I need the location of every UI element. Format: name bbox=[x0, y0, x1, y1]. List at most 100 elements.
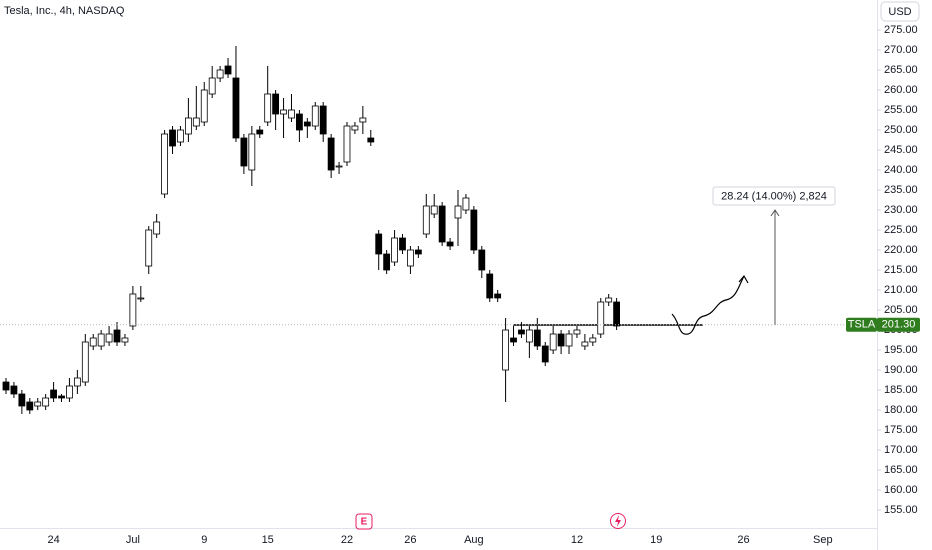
candle-body bbox=[105, 333, 113, 343]
y-tick-label: 275.00 bbox=[884, 24, 918, 36]
candle-body bbox=[200, 89, 208, 123]
earnings-icon[interactable] bbox=[355, 513, 373, 530]
x-tick-label: 12 bbox=[571, 534, 583, 546]
x-tick-label: 19 bbox=[650, 534, 662, 546]
candle-body bbox=[446, 241, 454, 247]
y-tick-label: 175.00 bbox=[884, 424, 918, 436]
candle-body bbox=[26, 401, 34, 411]
candle-body bbox=[327, 137, 335, 171]
y-tick-label: 265.00 bbox=[884, 64, 918, 76]
candle-body bbox=[399, 237, 406, 251]
candle-body bbox=[137, 297, 145, 300]
y-tick-label: 185.00 bbox=[884, 384, 918, 396]
candle-body bbox=[573, 329, 581, 335]
candle-body bbox=[256, 129, 264, 135]
candle-body bbox=[169, 129, 176, 147]
candle-body bbox=[383, 253, 391, 271]
candle-body bbox=[240, 137, 248, 167]
candle-body bbox=[18, 393, 26, 407]
x-tick-label: 24 bbox=[47, 534, 59, 546]
candle-body bbox=[73, 377, 81, 387]
path-arrowhead bbox=[738, 274, 749, 284]
candle-body bbox=[525, 329, 533, 343]
currency-label[interactable]: USD bbox=[888, 6, 911, 18]
candle-body bbox=[184, 117, 192, 135]
candle-body bbox=[89, 337, 97, 347]
candle-body bbox=[248, 133, 256, 171]
candle-body bbox=[2, 381, 10, 391]
y-tick-label: 195.00 bbox=[884, 344, 918, 356]
y-tick-label: 255.00 bbox=[884, 104, 918, 116]
y-tick-label: 180.00 bbox=[884, 404, 918, 416]
y-tick-label: 205.00 bbox=[884, 304, 918, 316]
candle-body bbox=[430, 205, 438, 215]
y-tick-label: 240.00 bbox=[884, 164, 918, 176]
candle-body bbox=[422, 205, 430, 235]
currency-button[interactable] bbox=[880, 1, 920, 22]
candle-body bbox=[129, 293, 137, 327]
x-tick-label: 9 bbox=[201, 534, 207, 546]
candle-body bbox=[502, 329, 509, 371]
x-tick-label: 15 bbox=[262, 534, 274, 546]
candle-body bbox=[533, 329, 541, 347]
x-tick-label: Jul bbox=[126, 534, 140, 546]
candle-body bbox=[58, 395, 65, 399]
candle-body bbox=[462, 197, 470, 211]
candle-body bbox=[335, 165, 343, 168]
candle-body bbox=[605, 297, 613, 303]
candle-body bbox=[216, 69, 224, 79]
candle-body bbox=[343, 125, 351, 163]
candle-body bbox=[486, 273, 494, 299]
candle-body bbox=[153, 221, 161, 235]
y-tick-label: 215.00 bbox=[884, 264, 918, 276]
x-tick-label: 22 bbox=[341, 534, 353, 546]
candle-body bbox=[565, 333, 573, 347]
x-tick-label: 26 bbox=[737, 534, 749, 546]
y-tick-label: 155.00 bbox=[884, 504, 918, 516]
earnings-label[interactable]: E bbox=[361, 517, 368, 528]
candle-body bbox=[42, 397, 50, 407]
x-tick-label: Sep bbox=[813, 534, 833, 546]
y-tick-label: 170.00 bbox=[884, 444, 918, 456]
y-tick-label: 235.00 bbox=[884, 184, 918, 196]
candle-body bbox=[613, 301, 621, 327]
y-tick-label: 270.00 bbox=[884, 44, 918, 56]
candle-body bbox=[414, 249, 422, 255]
measure-label: 28.24 (14.00%) 2,824 bbox=[721, 190, 827, 202]
candle-body bbox=[296, 113, 303, 131]
y-tick-label: 190.00 bbox=[884, 364, 918, 376]
candle-body bbox=[311, 105, 319, 127]
candle-body bbox=[438, 205, 446, 243]
candle-body bbox=[66, 385, 73, 399]
candle-body bbox=[208, 77, 216, 95]
measure-arrowhead bbox=[770, 209, 780, 217]
candle-body bbox=[494, 293, 502, 299]
y-tick-label: 260.00 bbox=[884, 84, 918, 96]
x-tick-label: 26 bbox=[404, 534, 416, 546]
y-tick-label: 225.00 bbox=[884, 224, 918, 236]
candle-body bbox=[549, 333, 557, 351]
candle-body bbox=[454, 205, 462, 219]
y-tick-label: 210.00 bbox=[884, 284, 918, 296]
candle-body bbox=[161, 133, 169, 195]
candle-body bbox=[319, 105, 327, 135]
candle-body bbox=[121, 337, 129, 343]
candle-body bbox=[351, 125, 359, 131]
candle-body bbox=[359, 117, 367, 123]
candle-body bbox=[288, 109, 295, 119]
candle-body bbox=[264, 93, 272, 123]
candle-body bbox=[50, 389, 57, 399]
candle-body bbox=[597, 301, 605, 335]
measure-box bbox=[712, 186, 836, 206]
candle-body bbox=[541, 345, 549, 363]
y-tick-label: 245.00 bbox=[884, 144, 918, 156]
candle-body bbox=[375, 233, 383, 255]
candle-body bbox=[557, 333, 565, 347]
y-tick-label: 230.00 bbox=[884, 204, 918, 216]
candle-body bbox=[391, 237, 398, 263]
path-drawing[interactable] bbox=[671, 275, 745, 335]
candle-body bbox=[303, 121, 311, 127]
candle-body bbox=[470, 209, 478, 251]
